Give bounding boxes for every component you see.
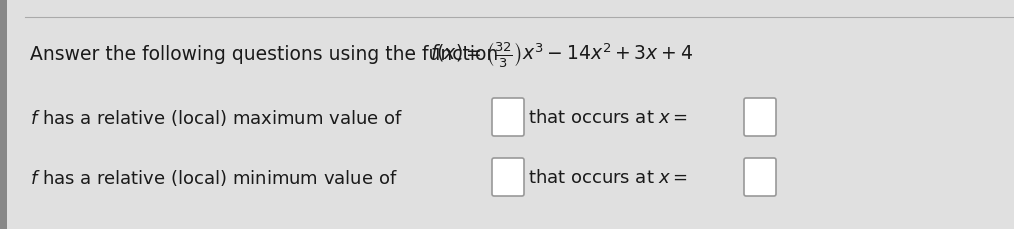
Text: $f$ has a relative (local) minimum value of: $f$ has a relative (local) minimum value… — [30, 167, 397, 187]
FancyBboxPatch shape — [492, 98, 524, 136]
Text: that occurs at $x =$: that occurs at $x =$ — [528, 109, 689, 126]
Text: Answer the following questions using the function: Answer the following questions using the… — [30, 45, 504, 64]
FancyBboxPatch shape — [0, 0, 7, 229]
FancyBboxPatch shape — [492, 158, 524, 196]
FancyBboxPatch shape — [744, 98, 776, 136]
Text: $f(x) = \left(\frac{32}{3}\right)x^3 - 14x^2 + 3x + 4$: $f(x) = \left(\frac{32}{3}\right)x^3 - 1… — [430, 40, 693, 69]
Text: that occurs at $x =$: that occurs at $x =$ — [528, 168, 689, 186]
FancyBboxPatch shape — [744, 158, 776, 196]
Text: $f$ has a relative (local) maximum value of: $f$ has a relative (local) maximum value… — [30, 108, 403, 128]
